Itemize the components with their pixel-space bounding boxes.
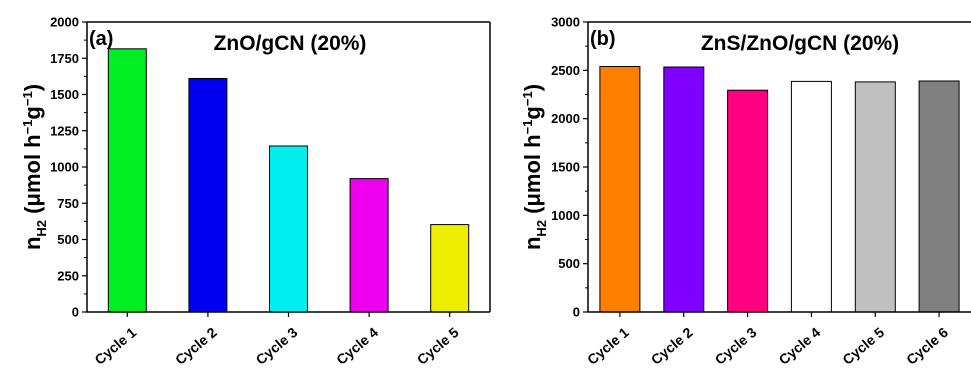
x-tick-label: Cycle 1 xyxy=(584,324,632,368)
bar-cycle-1 xyxy=(599,66,641,313)
x-tick-label: Cycle 2 xyxy=(648,324,696,368)
y-tick-label: 250 xyxy=(57,268,79,283)
bar-cycle-1 xyxy=(107,48,147,313)
y-axis-label: nH2 (μmol h−1g−1) xyxy=(20,84,49,250)
x-tick-label: Cycle 6 xyxy=(903,324,951,368)
y-axis-label: nH2 (μmol h−1g−1) xyxy=(520,84,549,250)
panel-label: (b) xyxy=(590,28,616,50)
x-tick-label: Cycle 4 xyxy=(333,324,381,368)
chart-title: ZnS/ZnO/gCN (20%) xyxy=(701,32,899,55)
x-tick-label: Cycle 5 xyxy=(839,324,887,368)
y-tick-label: 500 xyxy=(558,256,580,271)
x-tick-label: Cycle 1 xyxy=(91,324,139,368)
bar-cycle-2 xyxy=(188,78,228,313)
y-tick-label: 1500 xyxy=(50,87,79,102)
chart-panel-1: 0 250 500 750 1000 1250 1500 1750 2000 Cycle 1 Cyc… xyxy=(20,15,491,368)
y-tick-label: 0 xyxy=(72,305,79,320)
x-tick-label: Cycle 5 xyxy=(414,324,462,368)
x-tick-label: Cycle 3 xyxy=(712,324,760,368)
y-tick-label: 500 xyxy=(57,232,79,247)
y-tick-label: 2000 xyxy=(50,15,79,30)
y-tick-label: 2000 xyxy=(551,111,580,126)
y-tick-label: 1000 xyxy=(50,160,79,175)
bar-cycle-3 xyxy=(727,89,769,313)
y-tick-label: 3000 xyxy=(551,15,580,30)
bar-cycle-4 xyxy=(790,80,832,313)
chart-panel-2: 0 500 1000 1500 2000 2500 3000 Cycle 1 Cycle 2 Cy… xyxy=(520,15,971,368)
y-tick-label: 1250 xyxy=(50,123,79,138)
y-tick-label: 2500 xyxy=(551,63,580,78)
panel-label: (a) xyxy=(89,28,113,50)
bar-cycle-6 xyxy=(918,80,960,313)
chart-title: ZnO/gCN (20%) xyxy=(214,32,367,55)
x-tick-label: Cycle 4 xyxy=(775,324,823,368)
y-tick-label: 1500 xyxy=(551,160,580,175)
x-tick-label: Cycle 2 xyxy=(172,324,220,368)
y-tick-label: 1750 xyxy=(50,51,79,66)
x-tick-label: Cycle 3 xyxy=(253,324,301,368)
bar-cycle-5 xyxy=(430,224,470,313)
y-tick-label: 0 xyxy=(573,305,580,320)
bar-cycle-3 xyxy=(269,145,308,313)
bar-cycle-5 xyxy=(854,81,896,313)
bar-cycle-4 xyxy=(349,178,389,313)
bar-cycle-2 xyxy=(663,66,705,313)
y-tick-label: 750 xyxy=(57,196,79,211)
y-tick-label: 1000 xyxy=(551,208,580,223)
